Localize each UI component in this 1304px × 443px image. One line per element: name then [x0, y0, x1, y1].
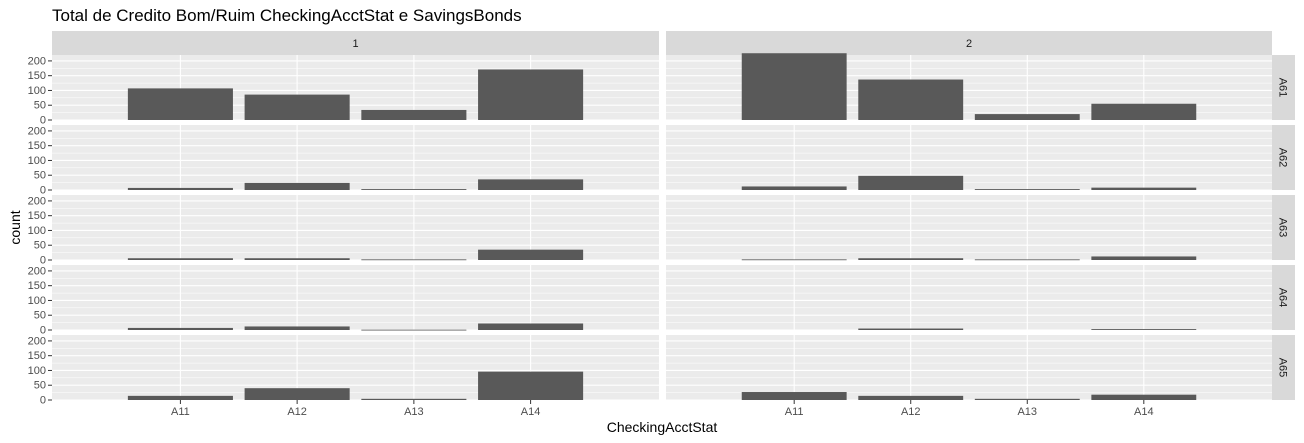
x-tick-label: A13 — [404, 406, 424, 418]
bar-A63-1-A11 — [127, 258, 233, 260]
y-tick-label: 50 — [34, 100, 46, 112]
y-tick-label: 150 — [28, 70, 46, 82]
x-tick-label: A14 — [1134, 406, 1154, 418]
bar-A63-1-A13 — [361, 259, 467, 261]
y-tick-label: 0 — [40, 395, 46, 407]
bar-A65-2-A13 — [974, 398, 1080, 400]
bar-A65-2-A11 — [741, 392, 847, 400]
facet-strip-col-1 — [52, 31, 659, 55]
panel-background — [666, 265, 1272, 330]
facet-strip-row-A64 — [1272, 265, 1295, 330]
panel-background — [666, 195, 1272, 260]
facet-strip-row-label: A64 — [1277, 288, 1289, 308]
panel-background — [52, 125, 659, 190]
bar-A64-1-A14 — [478, 323, 584, 330]
bar-A61-1-A12 — [244, 94, 350, 120]
panel-background — [52, 265, 659, 330]
bar-A63-2-A12 — [858, 258, 964, 260]
y-tick-label: 100 — [28, 85, 46, 97]
y-tick-label: 100 — [28, 155, 46, 167]
y-tick-label: 200 — [28, 125, 46, 137]
facet-strip-row-A65 — [1272, 335, 1295, 400]
bar-A63-2-A13 — [974, 259, 1080, 261]
y-tick-label: 200 — [28, 55, 46, 67]
y-tick-label: 50 — [34, 240, 46, 252]
y-tick-label: 0 — [40, 325, 46, 337]
x-tick-label: A11 — [171, 406, 190, 418]
bar-A61-1-A14 — [478, 69, 584, 120]
bar-A62-2-A13 — [974, 189, 1080, 190]
x-tick-label: A14 — [521, 406, 541, 418]
x-tick-label: A11 — [785, 406, 804, 418]
bar-A62-1-A11 — [127, 187, 233, 190]
facet-strip-row-label: A65 — [1277, 358, 1289, 378]
y-tick-label: 150 — [28, 280, 46, 292]
y-tick-label: 100 — [28, 295, 46, 307]
bar-A61-1-A11 — [127, 88, 233, 120]
bar-A63-2-A14 — [1091, 256, 1197, 260]
bar-A64-1-A12 — [244, 326, 350, 330]
panel-background — [666, 335, 1272, 400]
panel-background — [666, 125, 1272, 190]
y-tick-label: 200 — [28, 195, 46, 207]
bar-A64-2-A12 — [858, 328, 964, 330]
bar-A61-2-A13 — [974, 114, 1080, 120]
bar-A65-1-A13 — [361, 398, 467, 400]
bar-A61-2-A12 — [858, 79, 964, 120]
bar-A65-2-A12 — [858, 395, 964, 400]
bar-A63-2-A11 — [741, 259, 847, 261]
facet-strip-row-label: A62 — [1277, 148, 1289, 168]
bar-A64-2-A14 — [1091, 329, 1197, 330]
x-axis-title: CheckingAcctStat — [607, 419, 718, 435]
chart-title: Total de Credito Bom/Ruim CheckingAcctSt… — [52, 6, 522, 25]
y-tick-label: 50 — [34, 310, 46, 322]
facet-strip-row-A63 — [1272, 195, 1295, 260]
y-tick-label: 200 — [28, 265, 46, 277]
bar-A61-2-A14 — [1091, 103, 1197, 120]
bar-A62-2-A14 — [1091, 187, 1197, 190]
y-tick-label: 0 — [40, 185, 46, 197]
bar-A64-1-A11 — [127, 327, 233, 330]
x-tick-label: A12 — [287, 406, 307, 418]
x-tick-label: A12 — [901, 406, 921, 418]
bar-A62-1-A14 — [478, 179, 584, 190]
y-tick-label: 150 — [28, 140, 46, 152]
bar-A65-1-A12 — [244, 388, 350, 400]
y-tick-label: 50 — [34, 170, 46, 182]
bar-A65-2-A14 — [1091, 394, 1197, 400]
bar-A62-1-A12 — [244, 182, 350, 190]
y-tick-label: 100 — [28, 225, 46, 237]
y-tick-label: 150 — [28, 350, 46, 362]
bar-A65-1-A11 — [127, 395, 233, 400]
facet-strip-col-label: 1 — [352, 38, 358, 50]
facet-strip-row-A61 — [1272, 55, 1295, 120]
facet-strip-col-label: 2 — [966, 38, 972, 50]
y-tick-label: 50 — [34, 380, 46, 392]
facet-strip-col-2 — [666, 31, 1272, 55]
y-tick-label: 150 — [28, 210, 46, 222]
facet-strip-row-label: A61 — [1277, 78, 1289, 98]
bar-A62-2-A11 — [741, 186, 847, 190]
y-tick-label: 200 — [28, 335, 46, 347]
bar-A61-2-A11 — [741, 53, 847, 120]
y-tick-label: 0 — [40, 115, 46, 127]
bar-A62-1-A13 — [361, 189, 467, 190]
bar-A65-1-A14 — [478, 371, 584, 400]
y-tick-label: 100 — [28, 365, 46, 377]
bar-A61-1-A13 — [361, 109, 467, 120]
facet-strip-row-A62 — [1272, 125, 1295, 190]
bar-A62-2-A12 — [858, 175, 964, 190]
y-axis-title: count — [7, 210, 23, 244]
bar-A63-1-A12 — [244, 258, 350, 260]
y-tick-label: 0 — [40, 255, 46, 267]
bar-A64-1-A13 — [361, 329, 467, 331]
x-tick-label: A13 — [1017, 406, 1037, 418]
panel-background — [52, 195, 659, 260]
bar-A63-1-A14 — [478, 249, 584, 260]
facet-strip-row-label: A63 — [1277, 218, 1289, 238]
